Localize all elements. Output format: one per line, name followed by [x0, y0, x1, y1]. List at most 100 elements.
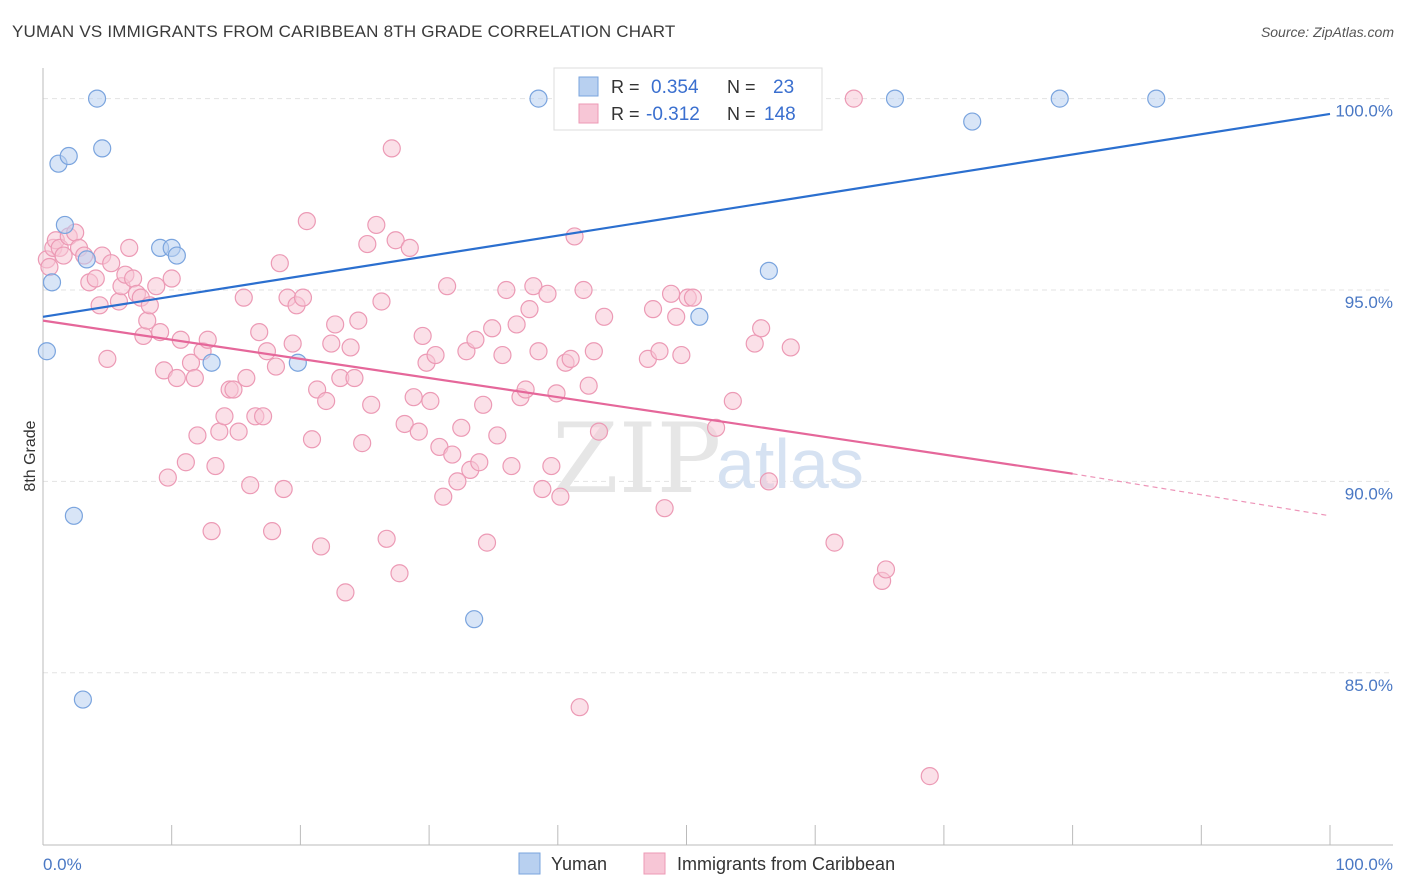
watermark-zip: ZIP [552, 403, 721, 515]
carib-point [40, 257, 59, 277]
carib-point [452, 418, 471, 437]
carib-point [493, 345, 512, 365]
yuman-point [93, 139, 112, 158]
carib-point [574, 280, 593, 300]
yuman-point [690, 307, 709, 326]
carib-point [723, 391, 742, 411]
carib-point [210, 422, 229, 441]
carib-point [257, 342, 277, 361]
carib-point [825, 533, 844, 552]
carib-point [241, 476, 260, 495]
carib-point [336, 583, 355, 602]
series-legend: Yuman Immigrants from Caribbean [518, 852, 895, 875]
carib-point [466, 330, 485, 349]
carib-r-label: R = [611, 104, 640, 124]
carib-point [326, 315, 345, 334]
carib-point [372, 292, 391, 311]
carib-point [234, 288, 253, 307]
carib-point [270, 254, 289, 273]
carib-point [516, 380, 535, 399]
yuman-point [87, 89, 107, 108]
carib-point [250, 323, 269, 342]
carib-point [672, 345, 691, 365]
carib-point [123, 269, 143, 288]
yuman-n-label: N = [727, 77, 756, 97]
carib-point [683, 288, 703, 307]
carib-point [237, 368, 256, 388]
carib-point [507, 315, 526, 334]
carib-point [759, 472, 778, 491]
carib-point [565, 227, 584, 246]
carib-swatch [578, 103, 599, 124]
carib-point [667, 307, 686, 326]
carib-point [395, 414, 414, 434]
carib-point [147, 277, 166, 296]
carib-point [349, 311, 368, 330]
carib-point [533, 479, 552, 499]
carib-point [650, 342, 669, 361]
yuman-swatch [578, 76, 599, 97]
stats-legend-box [553, 67, 823, 131]
carib-point [176, 453, 195, 472]
carib-point [643, 300, 663, 319]
carib-point [386, 231, 405, 250]
carib-point [358, 234, 377, 254]
watermark-atlas: atlas [716, 425, 864, 503]
carib-point [253, 407, 273, 426]
yuman-point [202, 353, 221, 372]
carib-point [109, 292, 129, 311]
chart-title: YUMAN VS IMMIGRANTS FROM CARIBBEAN 8TH G… [12, 22, 676, 41]
x-tick-max: 100.0% [1335, 855, 1393, 874]
carib-point [584, 342, 603, 361]
carib-point [206, 456, 225, 476]
legend-yuman-swatch [518, 852, 541, 875]
carib-point [502, 456, 521, 476]
yuman-point [885, 89, 905, 108]
carib-point [185, 368, 204, 388]
trend-lines [42, 112, 1331, 517]
yuman-point [64, 506, 83, 525]
carib-point [229, 422, 248, 441]
carib-point [448, 472, 467, 491]
carib-point [283, 334, 302, 353]
yuman-trend-line [42, 112, 1331, 318]
carib-point [426, 345, 445, 365]
yuman-points [37, 89, 1166, 709]
carib-point [752, 319, 771, 338]
carib-point [551, 487, 570, 506]
carib-point [579, 376, 598, 395]
carib-point [421, 391, 440, 411]
carib-point [377, 529, 396, 548]
carib-point [162, 269, 181, 288]
x-tick-min: 0.0% [43, 855, 82, 874]
carib-point [529, 342, 548, 361]
legend-yuman-label: Yuman [551, 854, 607, 874]
carib-point [413, 326, 432, 346]
carib-point [520, 300, 539, 319]
legend-carib-label: Immigrants from Caribbean [677, 854, 895, 874]
carib-point [345, 368, 364, 388]
carib-point [224, 380, 243, 399]
carib-point [341, 338, 360, 357]
yuman-r-value: 0.354 [651, 77, 699, 98]
carib-point [90, 296, 109, 315]
carib-point [524, 277, 543, 296]
carib-point [477, 533, 497, 552]
yuman-point [465, 610, 484, 629]
carib-point [98, 349, 117, 368]
y-tick-labels: 100.0% 95.0% 90.0% 85.0% [1335, 102, 1393, 695]
carib-point [595, 307, 614, 326]
carib-point [382, 139, 401, 158]
carib-point [311, 537, 331, 556]
yuman-point [77, 250, 96, 269]
carib-trend-extension [1072, 473, 1331, 517]
caribbean-points [37, 89, 939, 786]
carib-point [470, 453, 489, 472]
carib-point [167, 368, 186, 388]
yuman-r-label: R = [611, 77, 640, 97]
carib-point [745, 334, 764, 353]
yuman-point [1050, 89, 1069, 108]
carib-point [86, 269, 105, 288]
carib-point [538, 284, 557, 303]
